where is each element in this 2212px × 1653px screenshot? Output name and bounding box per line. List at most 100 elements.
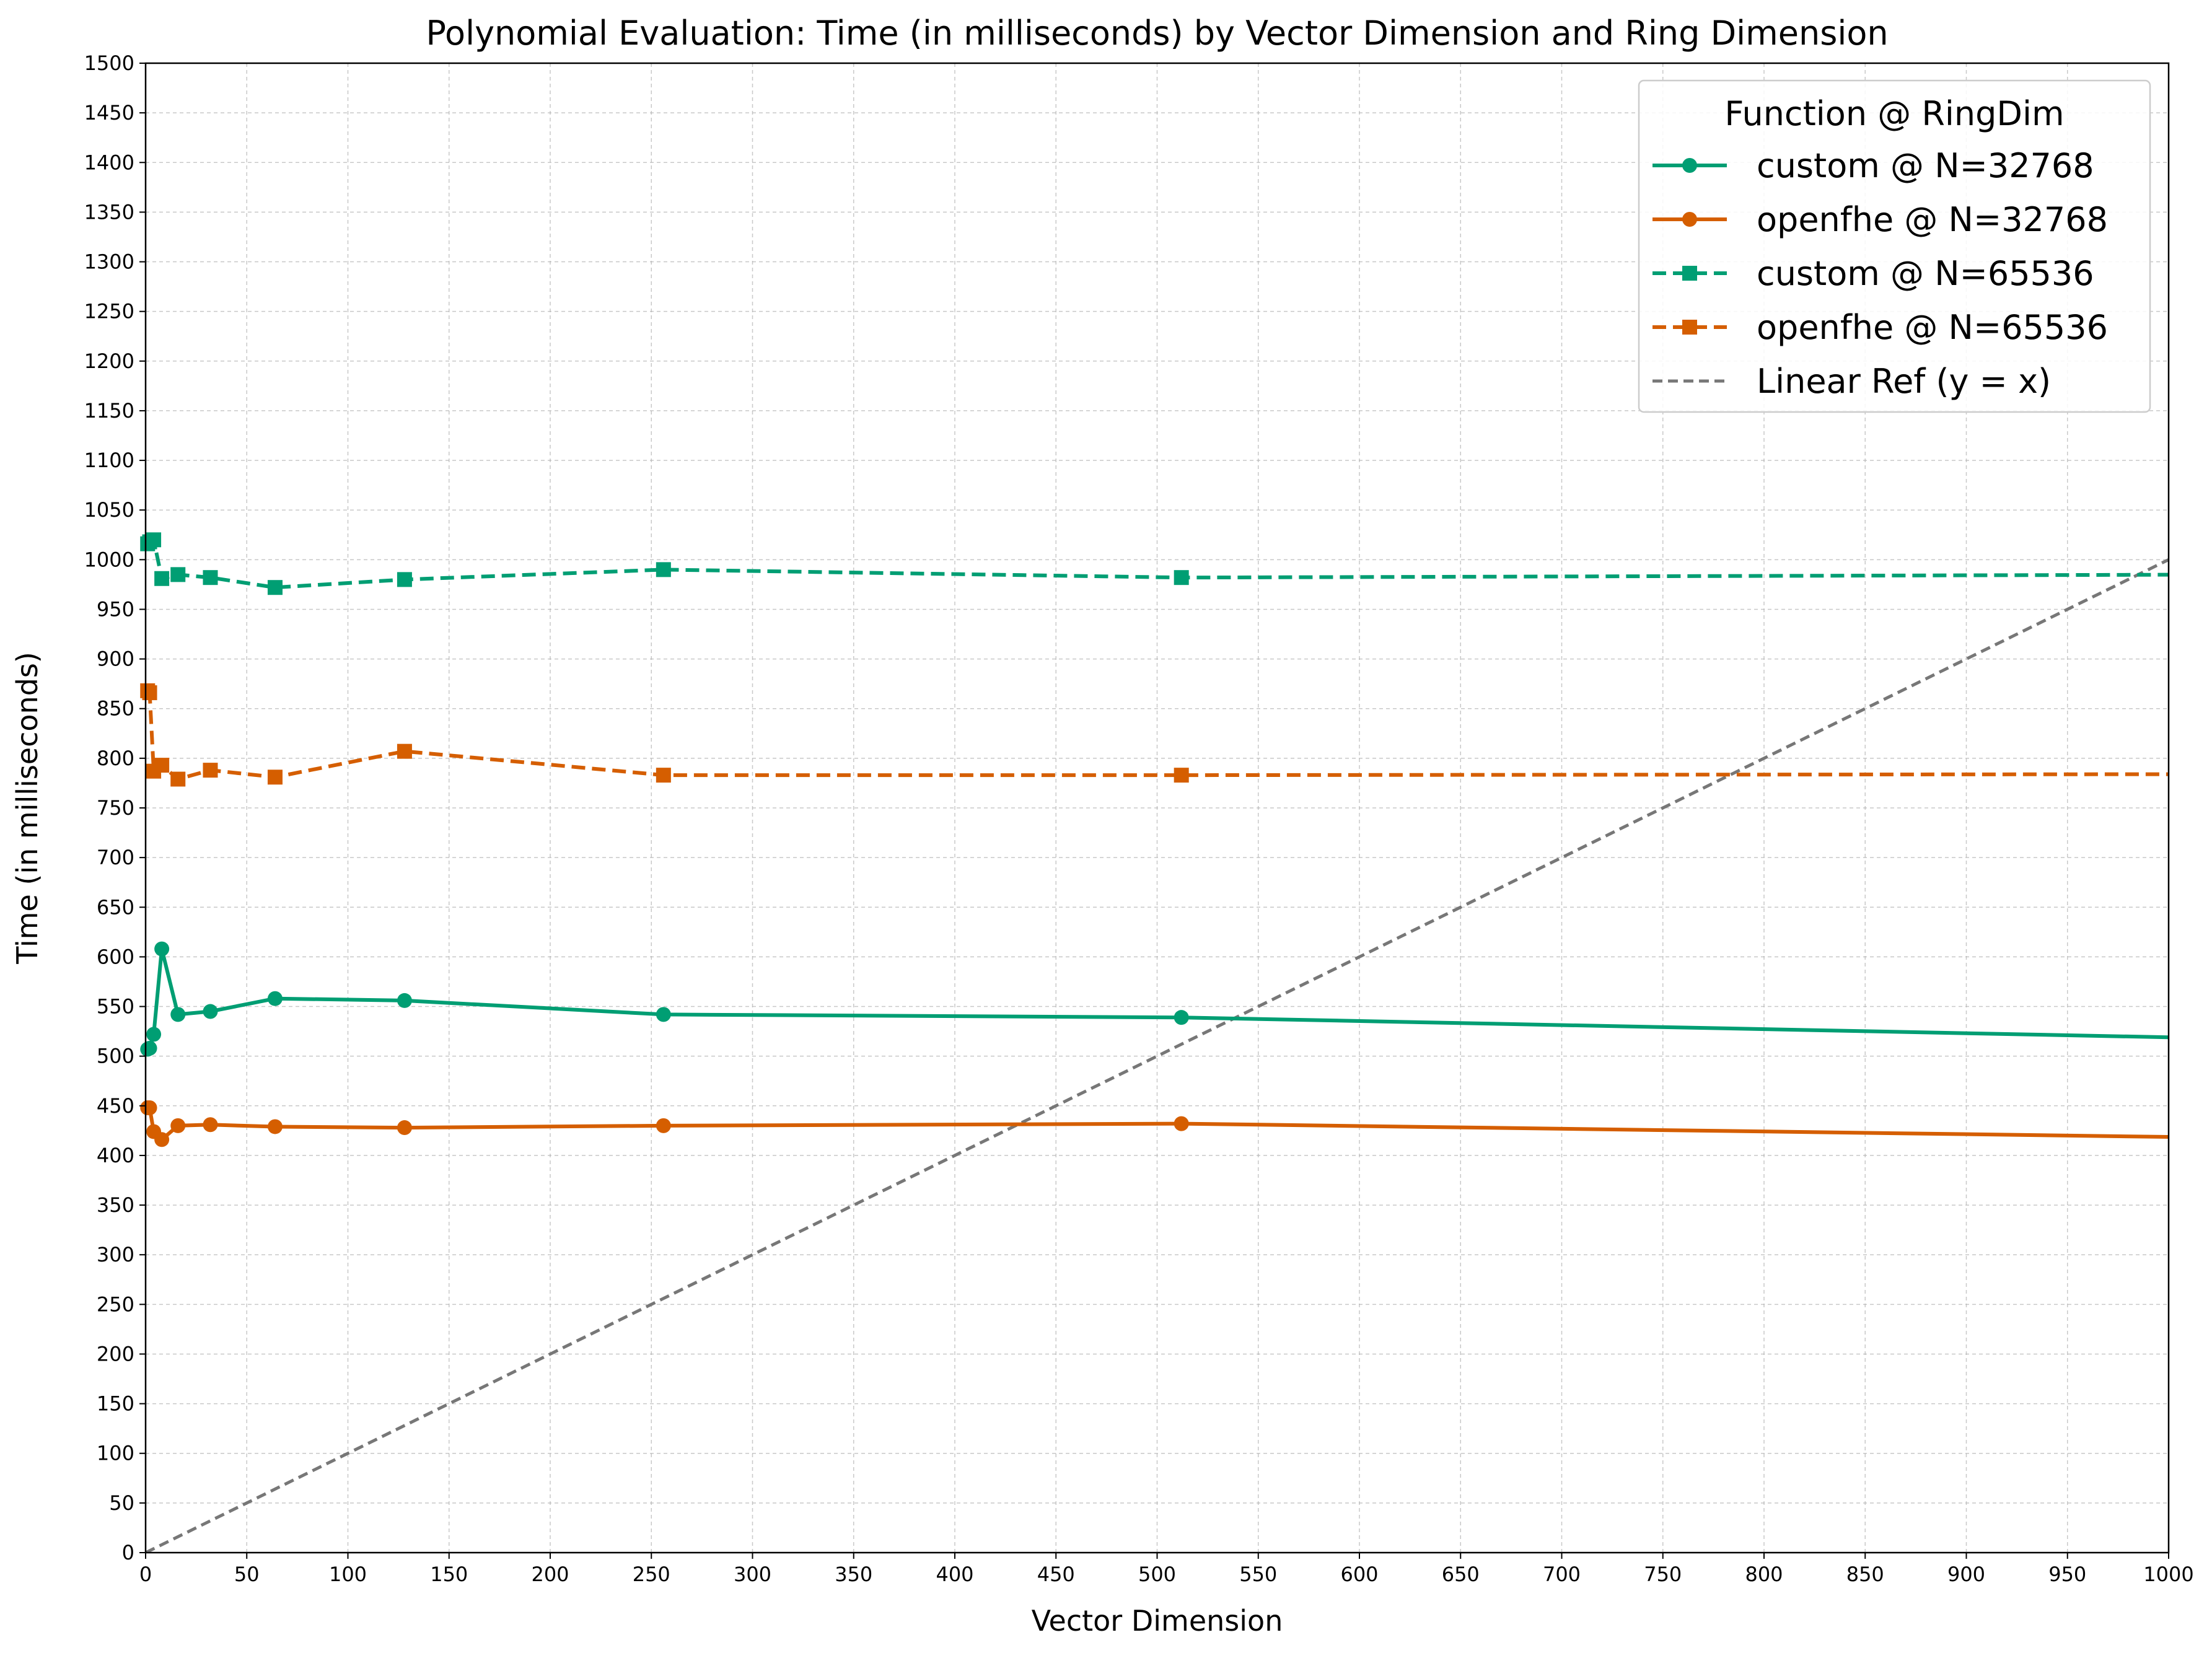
x-tick-label: 50 (234, 1563, 260, 1586)
data-point (397, 743, 412, 759)
y-tick-label: 600 (97, 945, 134, 968)
y-tick-label: 0 (122, 1541, 134, 1564)
y-tick-label: 1350 (84, 200, 134, 224)
y-tick-label: 1450 (84, 101, 134, 125)
legend-label: Linear Ref (y = x) (1757, 362, 2051, 401)
x-tick-label: 850 (1846, 1563, 1884, 1586)
legend-title: Function @ RingDim (1724, 94, 2064, 133)
data-point (203, 1004, 218, 1019)
y-tick-label: 700 (97, 846, 134, 869)
data-point (154, 758, 170, 773)
x-tick-label: 950 (2048, 1563, 2086, 1586)
x-tick-label: 400 (936, 1563, 973, 1586)
data-point (170, 1007, 186, 1022)
legend-swatch-marker (1682, 158, 1697, 173)
data-point (170, 567, 186, 582)
y-tick-label: 250 (97, 1292, 134, 1316)
data-point (142, 1100, 157, 1116)
data-point (154, 1132, 170, 1147)
data-point (397, 993, 412, 1008)
legend-swatch-marker (1682, 212, 1697, 227)
y-tick-label: 1200 (84, 349, 134, 373)
x-tick-label: 300 (734, 1563, 771, 1586)
legend-item-custom-n-32768: custom @ N=32768 (1652, 146, 2094, 185)
y-tick-label: 1400 (84, 151, 134, 174)
data-point (1174, 570, 1189, 585)
series-custom-n-32768 (140, 941, 2169, 1057)
data-point (142, 685, 157, 701)
data-point (656, 562, 671, 577)
y-tick-label: 1250 (84, 300, 134, 323)
y-tick-label: 400 (97, 1144, 134, 1167)
legend-item-linear-ref-y-x: Linear Ref (y = x) (1652, 362, 2051, 401)
x-tick-label: 150 (430, 1563, 468, 1586)
reference-line-layer (146, 558, 2169, 1553)
series-openfhe-n-32768 (140, 1100, 2169, 1147)
data-point (267, 991, 283, 1006)
reference-line (146, 558, 2169, 1553)
series-openfhe-n-65536 (140, 683, 2169, 787)
x-tick-label: 200 (531, 1563, 569, 1586)
y-tick-label: 650 (97, 895, 134, 919)
data-point (146, 1027, 162, 1042)
y-tick-label: 300 (97, 1243, 134, 1266)
legend-label: openfhe @ N=65536 (1757, 308, 2108, 347)
x-tick-label: 800 (1745, 1563, 1783, 1586)
y-tick-label: 150 (97, 1392, 134, 1416)
y-tick-label: 500 (97, 1045, 134, 1068)
legend-label: custom @ N=32768 (1757, 146, 2094, 185)
y-tick-label: 1000 (84, 548, 134, 571)
data-point (267, 770, 283, 785)
data-point (267, 580, 283, 595)
legend-label: custom @ N=65536 (1757, 254, 2094, 293)
data-point (170, 771, 186, 787)
x-tick-label: 650 (1442, 1563, 1480, 1586)
x-tick-label: 700 (1543, 1563, 1581, 1586)
legend: Function @ RingDim custom @ N=32768 openf… (1638, 79, 2151, 413)
data-point (397, 1120, 412, 1136)
x-tick-label: 500 (1138, 1563, 1176, 1586)
y-tick-label: 1300 (84, 250, 134, 274)
x-axis-title: Vector Dimension (1032, 1604, 1283, 1638)
x-tick-label: 600 (1340, 1563, 1378, 1586)
legend-swatch-marker (1682, 320, 1697, 335)
y-tick-label: 900 (97, 647, 134, 671)
x-tick-label: 550 (1239, 1563, 1277, 1586)
y-tick-label: 1050 (84, 498, 134, 522)
x-tick-label: 100 (329, 1563, 367, 1586)
y-tick-label: 1100 (84, 449, 134, 472)
data-point (146, 532, 162, 548)
y-tick-label: 200 (97, 1342, 134, 1366)
data-point (656, 768, 671, 783)
data-point (267, 1119, 283, 1134)
x-tick-label: 0 (139, 1563, 152, 1586)
data-point (397, 572, 412, 587)
legend-swatch-marker (1682, 266, 1697, 281)
y-tick-label: 1150 (84, 399, 134, 423)
y-axis-title: Time (in milliseconds) (11, 652, 44, 965)
data-point (203, 570, 218, 585)
legend-box (1638, 79, 2151, 413)
data-point (656, 1118, 671, 1133)
legend-items: custom @ N=32768 openfhe @ N=32768 custom … (1652, 146, 2108, 401)
x-tick-label: 750 (1644, 1563, 1682, 1586)
data-point (170, 1118, 186, 1133)
x-tick-label: 250 (633, 1563, 670, 1586)
ticks: 0 50 100 150 200 250 300 350 400 450 500 550 600 650 7… (84, 51, 2194, 1586)
chart-title: Polynomial Evaluation: Time (in millisec… (426, 14, 1888, 53)
y-tick-label: 100 (97, 1442, 134, 1465)
y-tick-label: 450 (97, 1094, 134, 1118)
y-tick-label: 800 (97, 747, 134, 770)
data-point (142, 1040, 157, 1056)
y-tick-label: 50 (109, 1491, 134, 1515)
series-line (146, 689, 2169, 781)
y-tick-label: 850 (97, 697, 134, 721)
data-point (203, 763, 218, 778)
data-point (1174, 1116, 1189, 1131)
legend-item-openfhe-n-65536: openfhe @ N=65536 (1652, 308, 2108, 347)
data-point (154, 941, 170, 957)
data-point (1174, 768, 1189, 783)
legend-label: openfhe @ N=32768 (1757, 200, 2108, 239)
legend-item-openfhe-n-32768: openfhe @ N=32768 (1652, 200, 2108, 239)
